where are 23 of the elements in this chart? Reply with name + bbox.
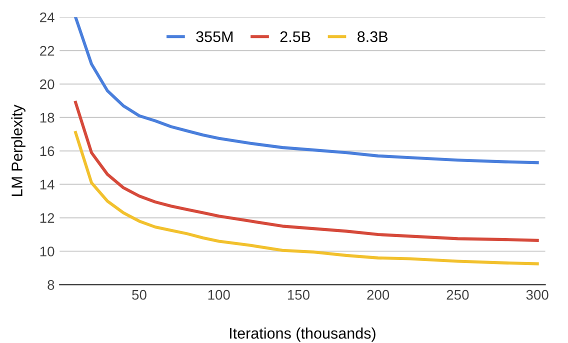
x-tick-label: 150: [288, 290, 310, 300]
y-tick-label: 10: [40, 246, 54, 256]
y-axis-title: LM Perplexity: [11, 104, 26, 196]
y-tick-label: 8: [48, 280, 54, 290]
y-tick-label: 24: [40, 12, 54, 22]
legend-label: 2.5B: [280, 31, 310, 42]
y-tick-label: 20: [40, 79, 54, 90]
y-tick-label: 22: [40, 46, 54, 56]
x-tick-label: 100: [208, 290, 230, 300]
y-tick-label: 14: [40, 180, 54, 190]
line-series: [74, 17, 539, 164]
legend-label: 8.3B: [358, 31, 388, 42]
x-axis-title: Iterations (thousands): [230, 328, 376, 342]
y-tick-label: 12: [40, 213, 54, 223]
y-tick-label: 18: [40, 112, 54, 123]
line-series: [74, 130, 539, 266]
legend-label: 355M: [196, 31, 233, 42]
line-series: [74, 100, 539, 242]
x-tick-label: 200: [367, 290, 390, 300]
x-tick-label: 300: [526, 290, 548, 300]
x-tick-label: 250: [446, 290, 469, 300]
x-tick-label: 50: [132, 290, 146, 300]
y-tick-label: 16: [40, 146, 54, 156]
